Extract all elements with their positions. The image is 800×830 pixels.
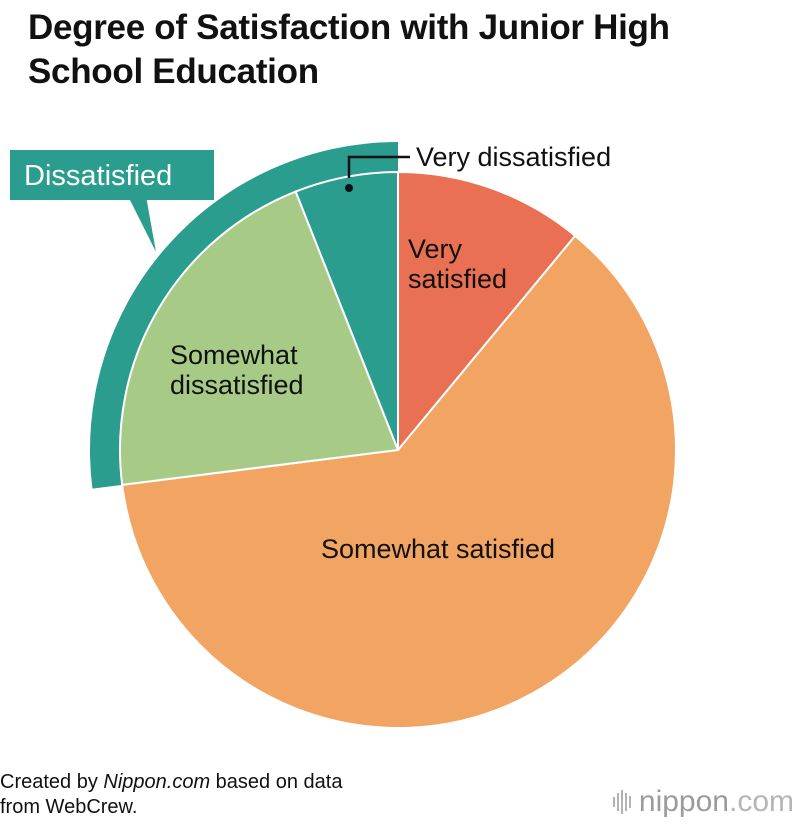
slice-labels: Very satisfied Somewhat satisfied Somewhat d… xyxy=(170,142,611,564)
nippon-logo: nippon .com xyxy=(612,785,794,819)
sound-bars-icon xyxy=(612,790,631,814)
dissatisfied-callout-pointer xyxy=(128,196,156,252)
dissatisfied-callout-box xyxy=(10,150,214,200)
chart-title: Degree of Satisfaction with Junior High … xyxy=(28,8,670,91)
pie-slice-very-dissatisfied xyxy=(294,171,399,451)
credit-line-2: from WebCrew. xyxy=(0,796,138,818)
credit-source: Nippon.com xyxy=(103,771,211,793)
credit-line-1: Created by Nippon.com based on data xyxy=(0,770,342,795)
pie-slice-somewhat-satisfied xyxy=(121,234,677,729)
very-dissatisfied-leader-line xyxy=(347,155,410,178)
pie-slices xyxy=(119,171,677,729)
slice-label-somewhat-satisfied: Somewhat satisfied xyxy=(321,534,555,564)
logo-name: nippon xyxy=(638,785,729,818)
slice-label-somewhat-dissatisfied: Somewhat dissatisfied xyxy=(170,340,304,400)
logo-suffix: .com xyxy=(728,785,794,818)
credit-prefix: Created by xyxy=(0,771,104,793)
very-dissatisfied-leader-dot xyxy=(345,184,353,192)
slice-label-very-satisfied: Very satisfied xyxy=(408,234,507,294)
slice-label-very-dissatisfied: Very dissatisfied xyxy=(416,142,611,172)
pie-slice-very-satisfied xyxy=(397,171,577,451)
source-credit: Created by Nippon.com based on data from… xyxy=(0,770,342,820)
credit-suffix: based on data xyxy=(210,771,343,793)
dissatisfied-callout-label: Dissatisfied xyxy=(24,160,172,192)
pie-slice-somewhat-dissatisfied xyxy=(119,190,399,486)
